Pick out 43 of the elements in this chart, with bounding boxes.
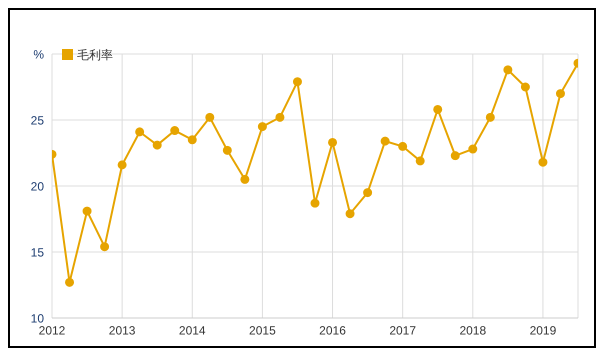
point xyxy=(65,278,74,287)
x-tick-label: 2013 xyxy=(108,324,136,338)
point xyxy=(292,77,302,86)
x-tick-label: 2019 xyxy=(530,324,557,338)
point xyxy=(222,146,232,155)
point xyxy=(188,135,197,144)
x-tick-label: 2016 xyxy=(319,324,346,338)
point xyxy=(82,206,92,216)
x-tick-label: 2015 xyxy=(249,324,276,338)
point xyxy=(205,112,214,122)
point xyxy=(433,104,442,114)
point xyxy=(100,242,110,252)
legend-label: 毛利率 xyxy=(77,48,113,62)
point xyxy=(152,140,162,150)
y-tick-label: 10 xyxy=(30,311,44,326)
point xyxy=(258,122,267,132)
point xyxy=(118,160,127,170)
y-tick-label: 20 xyxy=(30,179,44,194)
point xyxy=(556,89,565,98)
y-tick-label: % xyxy=(33,47,44,62)
point xyxy=(310,198,320,208)
point xyxy=(240,174,250,184)
y-tick-label: 25 xyxy=(30,113,44,128)
point xyxy=(538,158,548,167)
point xyxy=(520,82,530,92)
point xyxy=(275,112,284,122)
x-tick-label: 2017 xyxy=(389,324,416,338)
point xyxy=(486,112,495,122)
point xyxy=(170,126,180,136)
y-tick-label: 15 xyxy=(30,245,44,260)
point xyxy=(363,188,372,198)
point xyxy=(450,151,460,160)
x-tick-label: 2014 xyxy=(178,324,206,338)
x-tick-label: 2012 xyxy=(38,324,66,338)
point xyxy=(416,156,425,166)
point xyxy=(468,144,478,154)
point xyxy=(503,65,512,74)
point xyxy=(328,138,338,147)
x-tick-label: 2018 xyxy=(459,324,486,338)
point xyxy=(380,136,390,146)
point xyxy=(346,209,355,218)
point xyxy=(398,142,408,151)
point xyxy=(135,127,144,136)
